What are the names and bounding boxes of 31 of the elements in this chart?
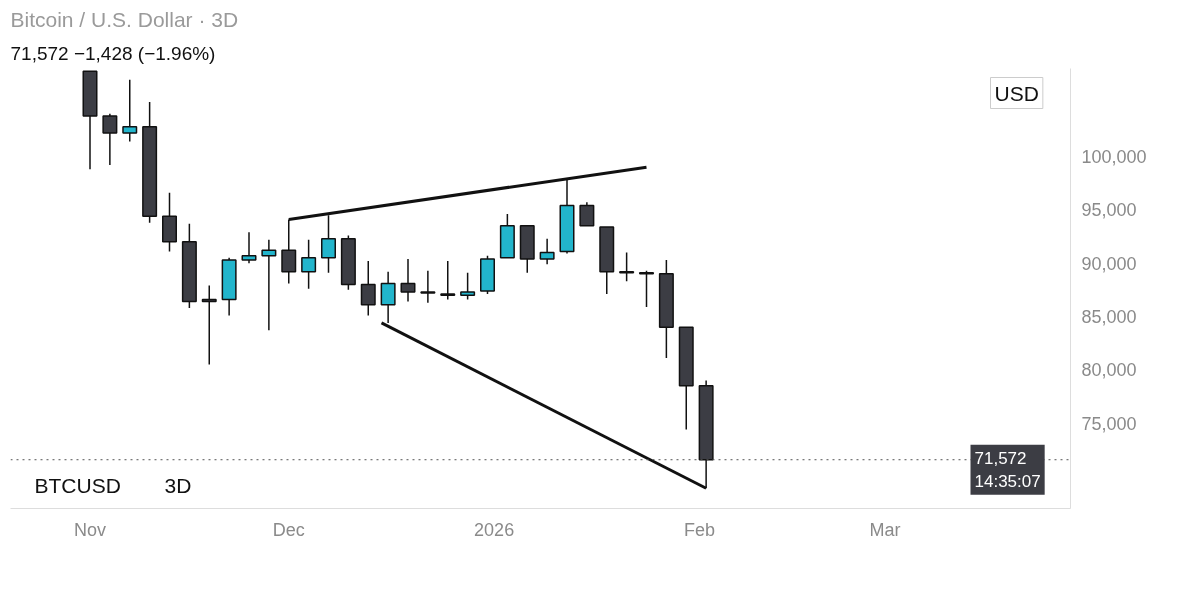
candlestick	[241, 231, 257, 264]
x-tick-label: 2026	[474, 519, 515, 540]
y-tick-label: 80,000	[1081, 360, 1137, 381]
candlestick	[301, 238, 317, 290]
candlestick	[420, 269, 436, 304]
annotation: USD	[994, 81, 1039, 105]
y-tick-label: 75,000	[1081, 413, 1137, 434]
candlestick	[539, 237, 555, 265]
candlestick	[638, 269, 655, 308]
x-tick-label: Feb	[683, 519, 716, 540]
y-tick-label: 100,000	[1081, 147, 1147, 167]
candlestick	[102, 113, 118, 166]
y-tick-label: 95,000	[1081, 200, 1137, 221]
candlestick	[261, 238, 277, 332]
candlestick	[460, 272, 476, 301]
candlestick	[400, 258, 416, 303]
x-tick-label: Dec	[272, 519, 305, 540]
ref-line-label: 71,572 14:35:07	[974, 448, 1041, 491]
chart-subtitle: 71,572 −1,428 (−1.96%)	[10, 42, 216, 64]
y-tick-label: 85,000	[1081, 307, 1137, 327]
y-tick-label: 90,000	[1081, 253, 1137, 274]
annotation: 3D	[164, 473, 192, 497]
x-tick-label: Mar	[869, 519, 901, 540]
candlestick	[360, 260, 376, 317]
candlestick	[619, 251, 635, 283]
chart-title: Bitcoin / U.S. Dollar · 3D	[10, 7, 239, 31]
x-tick-label: Nov	[74, 519, 107, 540]
candlestick	[579, 201, 595, 227]
candlestick	[122, 78, 138, 143]
annotation: BTCUSD	[34, 473, 121, 497]
candlestick	[440, 260, 456, 301]
